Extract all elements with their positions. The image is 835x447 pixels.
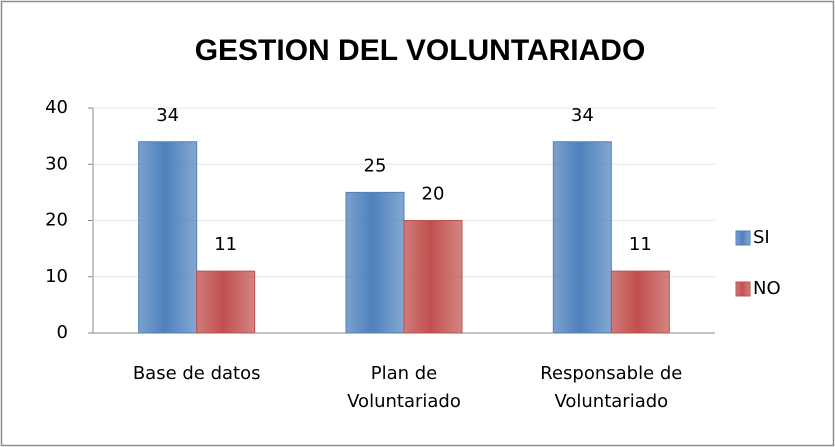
legend-swatch — [735, 281, 751, 297]
data-label: 34 — [571, 105, 594, 126]
bar — [196, 270, 256, 334]
data-label: 11 — [629, 234, 652, 255]
data-label: 34 — [156, 105, 179, 126]
bar — [403, 220, 463, 334]
bar — [552, 141, 612, 334]
y-tick-label: 30 — [45, 153, 68, 174]
y-tick-label: 20 — [45, 210, 68, 231]
data-label: 25 — [364, 155, 387, 176]
bar — [138, 141, 198, 334]
x-tick-label: Plan de Voluntariado — [347, 363, 461, 412]
y-tick-label: 0 — [57, 322, 68, 343]
data-label: 20 — [422, 184, 445, 205]
chart-title: GESTION DEL VOLUNTARIADO — [195, 34, 646, 67]
data-label: 11 — [214, 234, 237, 255]
legend-label: NO — [753, 278, 781, 299]
y-tick-label: 10 — [45, 266, 68, 287]
bar — [345, 191, 405, 334]
y-tick-label: 40 — [45, 97, 68, 118]
legend-swatch — [735, 230, 751, 246]
legend-label: SI — [753, 227, 770, 248]
x-tick-label: Responsable de Voluntariado — [540, 363, 683, 412]
x-tick-label: Base de datos — [132, 363, 261, 384]
bar — [610, 270, 670, 334]
